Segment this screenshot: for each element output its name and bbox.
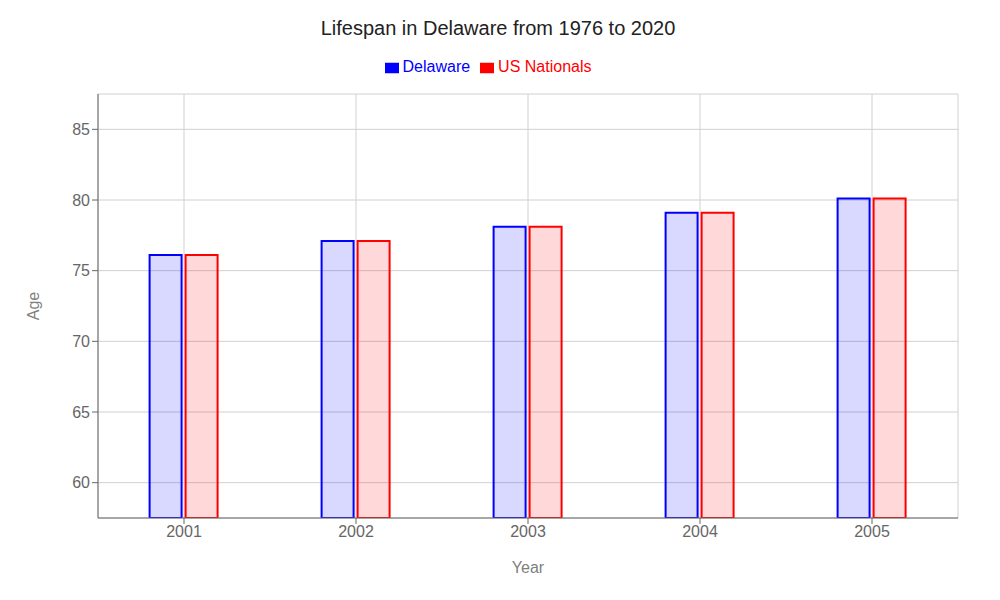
svg-text:Year: Year bbox=[512, 559, 545, 576]
svg-text:2003: 2003 bbox=[510, 523, 546, 540]
svg-text:75: 75 bbox=[72, 262, 90, 279]
svg-text:85: 85 bbox=[72, 121, 90, 138]
svg-text:70: 70 bbox=[72, 333, 90, 350]
svg-text:Age: Age bbox=[25, 292, 42, 321]
svg-text:60: 60 bbox=[72, 474, 90, 491]
html-text:US Nationals: US Nationals bbox=[498, 58, 592, 75]
svg-text:2001: 2001 bbox=[166, 523, 202, 540]
svg-text:65: 65 bbox=[72, 404, 90, 421]
svg-text:2005: 2005 bbox=[854, 523, 890, 540]
svg-text:2004: 2004 bbox=[682, 523, 718, 540]
html-text:Lifespan in Delaware from 1976: Lifespan in Delaware from 1976 to 2020 bbox=[320, 17, 676, 39]
html-text:Delaware: Delaware bbox=[402, 58, 471, 75]
svg-text:80: 80 bbox=[72, 192, 90, 209]
svg-text:2002: 2002 bbox=[338, 523, 374, 540]
